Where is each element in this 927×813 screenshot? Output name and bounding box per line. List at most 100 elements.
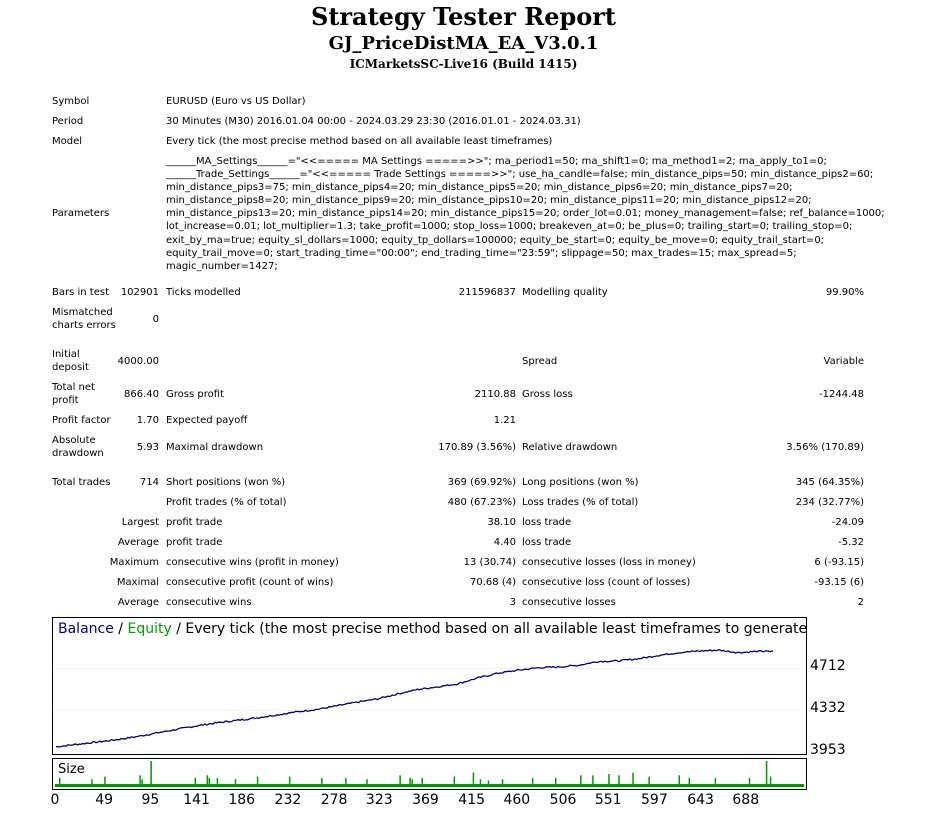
size-bar bbox=[104, 776, 106, 787]
size-bar bbox=[150, 761, 152, 787]
size-bar bbox=[194, 777, 197, 787]
grossloss-label: Gross loss bbox=[522, 389, 573, 400]
size-bar bbox=[765, 761, 768, 787]
size-baseline bbox=[55, 784, 804, 787]
x-tick-label: 460 bbox=[503, 792, 531, 808]
size-bar bbox=[714, 777, 717, 787]
size-bar bbox=[688, 777, 691, 787]
grossloss-value: -1244.48 bbox=[819, 389, 864, 400]
size-bar bbox=[59, 777, 61, 787]
size-bar bbox=[554, 777, 557, 787]
avg-wins-label: consecutive wins bbox=[166, 597, 252, 608]
size-bar bbox=[487, 780, 490, 787]
average-profit-value: 4.40 bbox=[493, 537, 516, 548]
maximal-profit-value: 70.68 (4) bbox=[470, 577, 516, 588]
mismatch-label: Mismatched bbox=[52, 307, 113, 318]
maximal-label: Maximal bbox=[116, 577, 159, 588]
quality-label: Modelling quality bbox=[522, 287, 608, 298]
size-bar bbox=[411, 779, 413, 787]
chart-subtitle: / Every tick (the most precise method ba… bbox=[176, 621, 807, 637]
trades-label: Total trades bbox=[52, 477, 111, 488]
x-tick-label: 688 bbox=[732, 792, 760, 808]
netprofit-value: 866.40 bbox=[124, 389, 159, 400]
parameter-line: ______Trade_Settings______="<<===== Trad… bbox=[166, 169, 874, 181]
legend-equity: Equity bbox=[127, 621, 172, 637]
size-bar bbox=[618, 775, 620, 787]
mismatch-value: 0 bbox=[152, 314, 159, 325]
deposit-label: Initial bbox=[52, 349, 80, 360]
symbol-label: Symbol bbox=[52, 96, 90, 107]
long-value: 345 (64.35%) bbox=[795, 477, 864, 488]
reldd-value: 3.56% (170.89) bbox=[786, 442, 864, 453]
balance-plot bbox=[53, 649, 806, 753]
trades-value: 714 bbox=[139, 477, 159, 488]
size-plot bbox=[55, 761, 804, 787]
x-tick-label: 643 bbox=[687, 792, 714, 808]
parameter-line: ______MA_Settings______="<<===== MA Sett… bbox=[166, 156, 827, 167]
size-bar bbox=[531, 777, 534, 787]
y-tick-label: 3953 bbox=[810, 742, 846, 758]
x-tick-label: 278 bbox=[320, 792, 348, 808]
maxdd-value: 170.89 (3.56%) bbox=[438, 442, 516, 453]
pf-label: Profit factor bbox=[52, 415, 111, 426]
y-tick-label: 4712 bbox=[810, 658, 846, 675]
avg-losses-label: consecutive losses bbox=[522, 597, 616, 608]
size-bar bbox=[91, 779, 93, 787]
average-label: Average bbox=[117, 537, 159, 548]
netprofit-label: Total net bbox=[52, 382, 95, 393]
parameter-line: lot_increase=0.01; lot_multiplier=1.3; t… bbox=[166, 221, 853, 233]
deposit-label-2: deposit bbox=[52, 362, 89, 373]
chart-title: Balance / Equity / Every tick (the most … bbox=[58, 620, 807, 638]
largest-loss-value: -24.09 bbox=[831, 517, 864, 528]
ticks-value: 211596837 bbox=[458, 287, 516, 298]
model-label: Model bbox=[52, 136, 83, 147]
size-bar bbox=[208, 777, 211, 787]
deposit-value: 4000.00 bbox=[117, 356, 159, 367]
size-bar bbox=[592, 775, 594, 787]
size-bar bbox=[580, 775, 582, 787]
maximal-profit-label: consecutive profit (count of wins) bbox=[166, 577, 334, 588]
symbol-value: EURUSD (Euro vs US Dollar) bbox=[166, 96, 306, 107]
size-bar bbox=[409, 777, 411, 787]
balance-chart: Balance / Equity / Every tick (the most … bbox=[52, 617, 807, 755]
bars-label: Bars in test bbox=[52, 287, 109, 298]
largest-label: Largest bbox=[121, 517, 159, 528]
size-bar bbox=[769, 776, 772, 787]
parameter-line: equity_trail_move=0; start_trading_time=… bbox=[166, 247, 797, 259]
report-title: Strategy Tester Report bbox=[310, 2, 617, 31]
server-name: ICMarketsSC-Live16 (Build 1415) bbox=[349, 57, 578, 71]
absdd-value: 5.93 bbox=[136, 442, 159, 453]
parameter-line: magic_number=1427; bbox=[166, 260, 278, 272]
size-bar bbox=[139, 775, 141, 787]
x-tick-label: 551 bbox=[594, 792, 622, 808]
size-bar bbox=[501, 779, 504, 787]
parameter-line: exit_by_ma=true; equity_sl_dollars=1000;… bbox=[166, 234, 825, 246]
short-value: 369 (69.92%) bbox=[447, 477, 516, 488]
size-bar bbox=[141, 779, 143, 787]
size-bar bbox=[321, 777, 323, 787]
profit-trades-value: 480 (67.23%) bbox=[447, 497, 516, 508]
size-bar bbox=[206, 775, 209, 787]
size-bar bbox=[421, 777, 423, 787]
pf-value: 1.70 bbox=[136, 415, 159, 426]
size-bar bbox=[345, 777, 347, 787]
parameter-line: min_distance_pips3=75; min_distance_pips… bbox=[166, 182, 793, 194]
netprofit-label-2: profit bbox=[52, 395, 79, 406]
avg-cons-label: Average bbox=[117, 597, 159, 608]
size-bar bbox=[256, 776, 259, 787]
x-tick-label: 141 bbox=[183, 792, 210, 808]
max-wins-label: consecutive wins (profit in money) bbox=[166, 557, 339, 568]
size-bar bbox=[472, 772, 475, 787]
legend-balance: Balance bbox=[58, 621, 114, 637]
payoff-value: 1.21 bbox=[493, 415, 516, 426]
max-wins-value: 13 (30.74) bbox=[463, 557, 516, 568]
parameters-value: ______MA_Settings______="<<===== MA Sett… bbox=[166, 155, 885, 273]
avg-losses-value: 2 bbox=[857, 597, 864, 608]
largest-profit-label: profit trade bbox=[166, 517, 223, 528]
size-bar bbox=[234, 779, 237, 787]
size-bar bbox=[748, 777, 751, 787]
size-bar bbox=[678, 775, 680, 787]
maximum-label: Maximum bbox=[109, 557, 159, 568]
x-tick-label: 506 bbox=[549, 792, 577, 808]
size-chart: Size bbox=[52, 758, 807, 790]
